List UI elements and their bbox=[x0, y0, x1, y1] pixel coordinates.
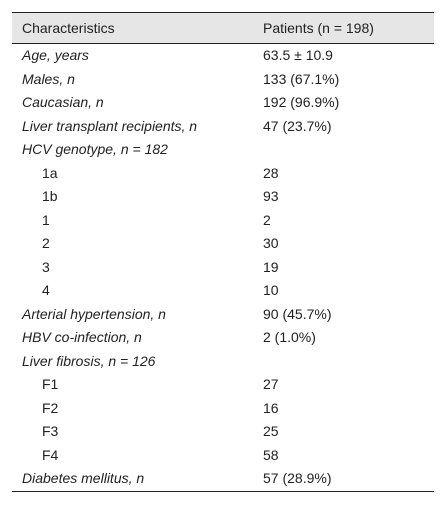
row-label: 4 bbox=[42, 282, 50, 298]
row-label: Age, years bbox=[22, 47, 89, 63]
row-label: HCV genotype, n = 182 bbox=[22, 141, 168, 157]
table-row: Arterial hypertension, n 90 (45.7%) bbox=[12, 303, 434, 327]
row-label: Liver transplant recipients, n bbox=[22, 117, 198, 134]
row-value: 2 bbox=[263, 211, 271, 228]
table-row: HCV genotype, n = 182 bbox=[12, 138, 434, 162]
table-row: HBV co-infection, n 2 (1.0%) bbox=[12, 326, 434, 350]
row-label: Diabetes mellitus, n bbox=[22, 470, 145, 486]
table-row: Liver transplant recipients, n 47 (23.7%) bbox=[12, 115, 434, 139]
row-value: 2 (1.0%) bbox=[263, 329, 316, 345]
table-row: Males, n 133 (67.1%) bbox=[12, 68, 434, 92]
row-value: 16 bbox=[263, 399, 279, 416]
table-row: Diabetes mellitus, n 57 (28.9%) bbox=[12, 467, 434, 491]
row-value: 93 bbox=[263, 188, 279, 204]
row-value: 19 bbox=[263, 258, 279, 275]
table-row: Liver fibrosis, n = 126 bbox=[12, 350, 434, 374]
row-label: Males, n bbox=[22, 70, 75, 87]
table-row: 2 30 bbox=[12, 232, 434, 256]
table-row: 1a 28 bbox=[12, 162, 434, 186]
table-row: 4 10 bbox=[12, 279, 434, 303]
table-row: F3 25 bbox=[12, 420, 434, 444]
header-cell: Characteristics bbox=[22, 20, 115, 36]
row-value: 63.5 ± 10.9 bbox=[263, 47, 333, 63]
row-value: 25 bbox=[263, 423, 279, 439]
row-value: 47 (23.7%) bbox=[263, 117, 332, 134]
header-cell: Patients (n = 198) bbox=[263, 20, 374, 36]
row-value: 57 (28.9%) bbox=[263, 470, 332, 486]
table-row: Age, years 63.5 ± 10.9 bbox=[12, 44, 434, 68]
row-label: F2 bbox=[42, 399, 59, 416]
row-label: Arterial hypertension, n bbox=[22, 305, 166, 322]
row-value: 90 (45.7%) bbox=[263, 305, 332, 322]
table-row: F4 58 bbox=[12, 444, 434, 468]
table-row: Caucasian, n 192 (96.9%) bbox=[12, 91, 434, 115]
row-label: 2 bbox=[42, 235, 50, 251]
table-row: F1 27 bbox=[12, 373, 434, 397]
row-value: 10 bbox=[263, 282, 279, 298]
row-value: 192 (96.9%) bbox=[263, 94, 340, 110]
row-value: 27 bbox=[263, 376, 279, 392]
row-label: HBV co-infection, n bbox=[22, 329, 142, 345]
row-label: 1 bbox=[42, 211, 50, 228]
row-label: 1a bbox=[42, 164, 58, 181]
row-label: 3 bbox=[42, 258, 50, 275]
table-row: 3 19 bbox=[12, 256, 434, 280]
row-label: 1b bbox=[42, 188, 58, 204]
row-value: 133 (67.1%) bbox=[263, 70, 340, 87]
table: Characteristics Patients (n = 198) Age, … bbox=[12, 12, 434, 492]
row-value: 28 bbox=[263, 164, 279, 181]
row-label: F1 bbox=[42, 376, 59, 392]
header-row: Characteristics Patients (n = 198) bbox=[12, 13, 434, 44]
table-row: 1b 93 bbox=[12, 185, 434, 209]
row-label: F3 bbox=[42, 423, 59, 439]
row-label: Caucasian, n bbox=[22, 94, 104, 110]
row-value: 30 bbox=[263, 235, 279, 251]
row-value: 58 bbox=[263, 446, 279, 463]
row-label: F4 bbox=[42, 446, 59, 463]
row-label: Liver fibrosis, n = 126 bbox=[22, 352, 156, 369]
table-row: F2 16 bbox=[12, 397, 434, 421]
